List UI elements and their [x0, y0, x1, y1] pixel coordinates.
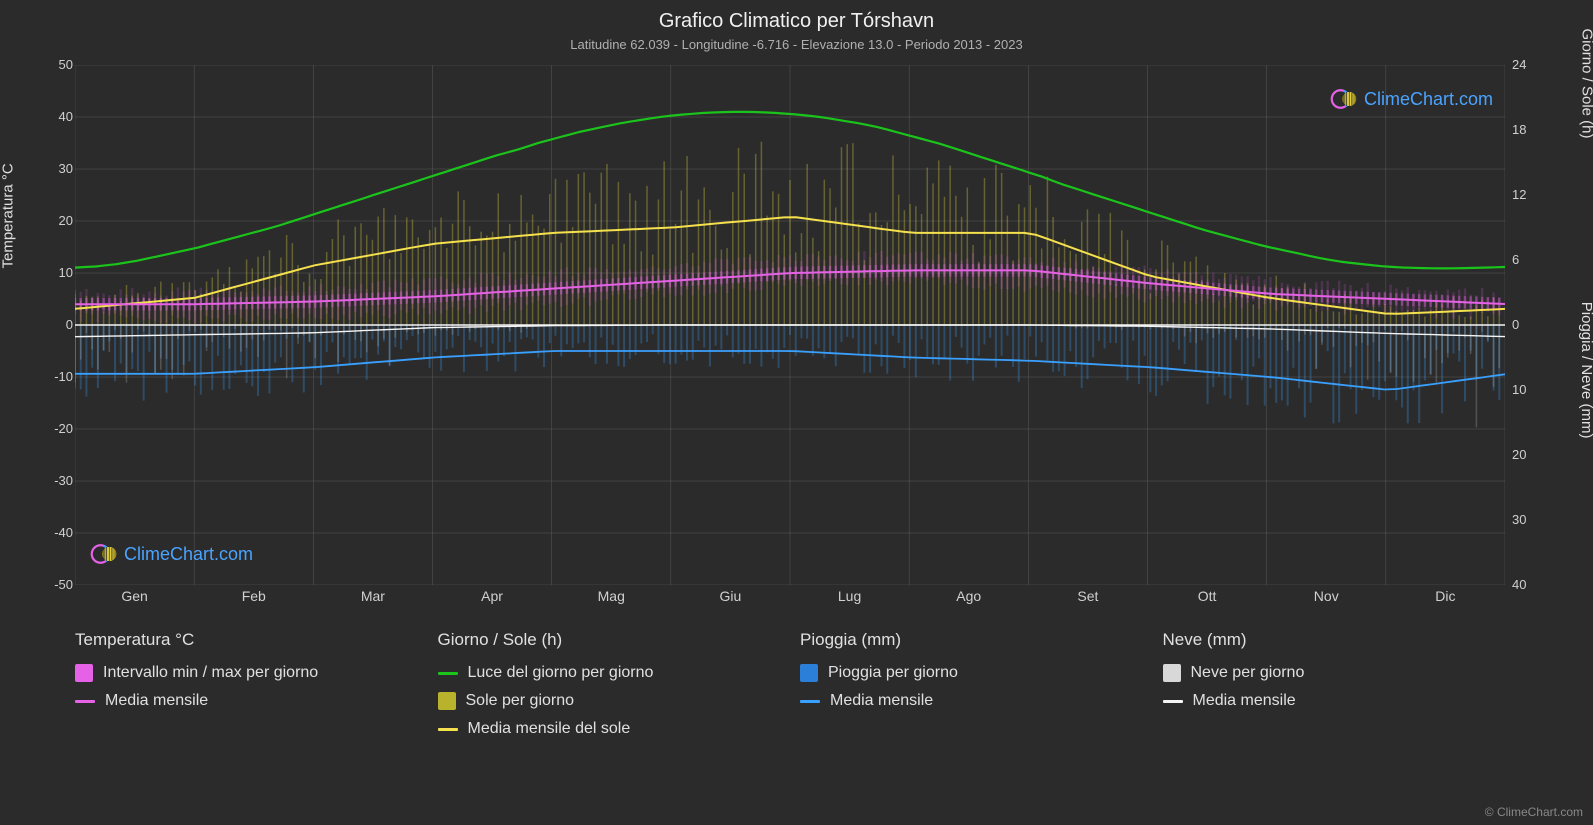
left-tick: -50 — [33, 577, 73, 592]
x-tick-month: Apr — [462, 588, 522, 604]
right-tick-mm: 20 — [1512, 447, 1552, 462]
logo-icon — [90, 540, 118, 568]
left-tick: 40 — [33, 109, 73, 124]
legend-label: Media mensile del sole — [468, 720, 631, 738]
left-tick: 10 — [33, 265, 73, 280]
logo-top-right: ClimeChart.com — [1330, 85, 1493, 113]
legend-item: Sole per giorno — [438, 692, 781, 710]
legend-item: Intervallo min / max per giorno — [75, 664, 418, 682]
left-tick: 20 — [33, 213, 73, 228]
x-tick-month: Giu — [700, 588, 760, 604]
legend-item: Media mensile — [800, 692, 1143, 710]
right-tick-mm: 10 — [1512, 382, 1552, 397]
chart-subtitle: Latitudine 62.039 - Longitudine -6.716 -… — [0, 33, 1593, 52]
swatch-line-icon — [1163, 700, 1183, 703]
right-tick-hours: 12 — [1512, 187, 1552, 202]
right-tick-hours: 24 — [1512, 57, 1552, 72]
legend: Temperatura °C Intervallo min / max per g… — [75, 630, 1505, 748]
right-tick-mm: 40 — [1512, 577, 1552, 592]
legend-column: Giorno / Sole (h) Luce del giorno per gio… — [438, 630, 781, 748]
legend-item: Media mensile — [1163, 692, 1506, 710]
chart-area — [75, 65, 1505, 585]
swatch-bar-icon — [1163, 664, 1181, 682]
x-tick-month: Lug — [820, 588, 880, 604]
legend-label: Sole per giorno — [466, 692, 575, 710]
right-tick-mm: 30 — [1512, 512, 1552, 527]
legend-label: Pioggia per giorno — [828, 664, 958, 682]
swatch-bar-icon — [75, 664, 93, 682]
x-tick-month: Mar — [343, 588, 403, 604]
legend-item: Pioggia per giorno — [800, 664, 1143, 682]
swatch-line-icon — [800, 700, 820, 703]
x-tick-month: Feb — [224, 588, 284, 604]
right-tick-hours: 0 — [1512, 317, 1552, 332]
y-axis-right-bot-label: Pioggia / Neve (mm) — [1579, 302, 1593, 439]
right-tick-hours: 18 — [1512, 122, 1552, 137]
legend-label: Media mensile — [105, 692, 208, 710]
x-tick-month: Dic — [1415, 588, 1475, 604]
x-tick-month: Ago — [939, 588, 999, 604]
left-tick: 0 — [33, 317, 73, 332]
logo-bottom-left: ClimeChart.com — [90, 540, 253, 568]
left-tick: -20 — [33, 421, 73, 436]
legend-item: Neve per giorno — [1163, 664, 1506, 682]
legend-item: Luce del giorno per giorno — [438, 664, 781, 682]
y-axis-right-top-label: Giorno / Sole (h) — [1579, 28, 1593, 138]
climate-plot — [75, 65, 1505, 585]
legend-header: Giorno / Sole (h) — [438, 630, 781, 650]
x-tick-month: Ott — [1177, 588, 1237, 604]
logo-icon — [1330, 85, 1358, 113]
left-tick: -10 — [33, 369, 73, 384]
logo-text: ClimeChart.com — [1364, 89, 1493, 110]
left-tick: -30 — [33, 473, 73, 488]
left-tick: 50 — [33, 57, 73, 72]
left-tick: 30 — [33, 161, 73, 176]
y-axis-left-label: Temperatura °C — [0, 163, 17, 268]
legend-label: Media mensile — [830, 692, 933, 710]
legend-label: Luce del giorno per giorno — [468, 664, 654, 682]
swatch-line-icon — [438, 728, 458, 731]
right-tick-hours: 6 — [1512, 252, 1552, 267]
x-tick-month: Gen — [105, 588, 165, 604]
swatch-bar-icon — [438, 692, 456, 710]
legend-header: Pioggia (mm) — [800, 630, 1143, 650]
swatch-line-icon — [75, 700, 95, 703]
copyright: © ClimeChart.com — [1485, 805, 1583, 819]
legend-label: Neve per giorno — [1191, 664, 1305, 682]
x-tick-month: Set — [1058, 588, 1118, 604]
swatch-line-icon — [438, 672, 458, 675]
left-tick: -40 — [33, 525, 73, 540]
legend-column: Pioggia (mm) Pioggia per giorno Media mens… — [800, 630, 1143, 748]
x-tick-month: Nov — [1296, 588, 1356, 604]
legend-header: Temperatura °C — [75, 630, 418, 650]
logo-text: ClimeChart.com — [124, 544, 253, 565]
legend-column: Temperatura °C Intervallo min / max per g… — [75, 630, 418, 748]
legend-label: Intervallo min / max per giorno — [103, 664, 318, 682]
legend-column: Neve (mm) Neve per giorno Media mensile — [1163, 630, 1506, 748]
chart-title: Grafico Climatico per Tórshavn — [0, 0, 1593, 33]
swatch-bar-icon — [800, 664, 818, 682]
x-tick-month: Mag — [581, 588, 641, 604]
legend-item: Media mensile — [75, 692, 418, 710]
legend-header: Neve (mm) — [1163, 630, 1506, 650]
legend-label: Media mensile — [1193, 692, 1296, 710]
legend-item: Media mensile del sole — [438, 720, 781, 738]
